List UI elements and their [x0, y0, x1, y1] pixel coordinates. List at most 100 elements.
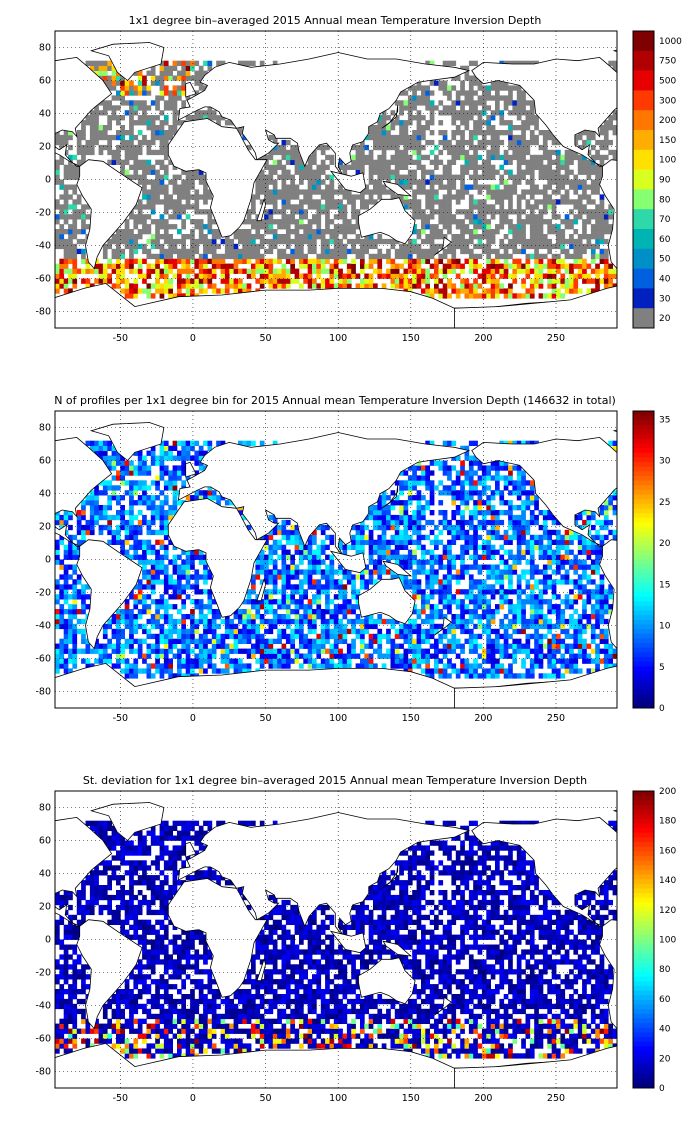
- data-cell: [455, 234, 461, 240]
- data-cell: [290, 589, 295, 595]
- data-cell: [351, 623, 356, 630]
- data-cell: [224, 648, 230, 654]
- data-cell: [159, 539, 165, 545]
- data-cell: [468, 268, 474, 274]
- data-cell: [390, 663, 396, 669]
- data-cell: [281, 643, 287, 649]
- data-cell: [159, 633, 165, 640]
- data-cell: [290, 219, 295, 225]
- data-cell: [438, 85, 444, 91]
- data-cell: [137, 263, 143, 269]
- data-cell: [351, 258, 356, 264]
- data-cell: [163, 238, 169, 245]
- data-cell: [603, 283, 609, 289]
- data-cell: [89, 144, 95, 151]
- data-cell: [150, 243, 156, 250]
- data-cell: [403, 658, 409, 664]
- data-cell: [59, 209, 65, 215]
- data-cell: [163, 189, 169, 195]
- data-cell: [294, 248, 300, 255]
- data-cell: [220, 618, 226, 625]
- data-cell: [481, 85, 487, 91]
- data-cell: [573, 283, 579, 289]
- data-cell: [68, 174, 73, 180]
- data-cell: [429, 80, 435, 86]
- data-cell: [508, 174, 513, 180]
- data-cell: [68, 539, 73, 545]
- data-cell: [416, 258, 422, 264]
- data-cell: [403, 470, 409, 476]
- data-cell: [473, 199, 478, 205]
- data-cell: [290, 149, 295, 156]
- data-cell: [547, 243, 552, 250]
- data-cell: [133, 450, 139, 456]
- data-cell: [185, 445, 191, 451]
- data-cell: [403, 159, 409, 165]
- data-cell: [303, 263, 308, 269]
- data-cell: [59, 154, 65, 161]
- data-cell: [242, 663, 247, 669]
- data-cell: [285, 564, 291, 570]
- data-cell: [203, 559, 208, 565]
- data-cell: [72, 544, 78, 550]
- data-cell: [272, 609, 278, 615]
- data-cell: [194, 263, 200, 269]
- data-cell: [333, 653, 339, 659]
- data-cell: [320, 179, 326, 185]
- data-cell: [416, 130, 422, 136]
- data-cell: [81, 584, 86, 590]
- data-cell: [346, 263, 352, 269]
- data-cell: [373, 130, 378, 136]
- data-cell: [299, 623, 304, 630]
- data-cell: [412, 263, 417, 269]
- data-cell: [394, 633, 400, 640]
- data-cell: [325, 524, 330, 531]
- data-cell: [98, 65, 104, 71]
- data-cell: [595, 263, 600, 269]
- data-cell: [299, 618, 304, 625]
- data-cell: [294, 238, 300, 245]
- data-cell: [346, 229, 352, 235]
- x-tick-label: 250: [547, 333, 565, 344]
- data-cell: [468, 105, 474, 111]
- data-cell: [351, 628, 356, 635]
- data-cell: [72, 224, 78, 230]
- data-cell: [133, 90, 139, 96]
- data-cell: [534, 273, 539, 279]
- data-cell: [529, 130, 535, 136]
- data-cell: [416, 643, 422, 649]
- data-cell: [429, 204, 435, 210]
- data-cell: [94, 490, 99, 496]
- data-cell: [373, 569, 378, 575]
- data-cell: [111, 490, 117, 496]
- data-cell: [486, 115, 491, 121]
- data-cell: [442, 248, 448, 255]
- data-cell: [416, 159, 422, 165]
- data-cell: [403, 204, 409, 210]
- data-cell: [438, 110, 444, 116]
- data-cell: [503, 273, 509, 279]
- data-cell: [72, 214, 78, 220]
- data-cell: [133, 534, 139, 541]
- data-cell: [307, 638, 313, 644]
- data-cell: [608, 60, 613, 66]
- data-cell: [416, 495, 422, 501]
- data-cell: [124, 663, 130, 669]
- data-cell: [137, 214, 143, 220]
- data-cell: [416, 144, 422, 151]
- data-cell: [137, 510, 143, 516]
- data-cell: [547, 164, 552, 170]
- data-cell: [599, 278, 605, 284]
- data-cell: [386, 638, 391, 644]
- data-cell: [386, 125, 391, 131]
- data-cell: [473, 243, 478, 250]
- data-cell: [246, 653, 252, 659]
- data-cell: [316, 263, 322, 269]
- data-cell: [368, 510, 374, 516]
- data-cell: [416, 564, 422, 570]
- data-cell: [185, 95, 191, 101]
- data-cell: [473, 144, 478, 151]
- data-cell: [76, 134, 82, 141]
- data-cell: [455, 144, 461, 151]
- data-cell: [508, 134, 513, 141]
